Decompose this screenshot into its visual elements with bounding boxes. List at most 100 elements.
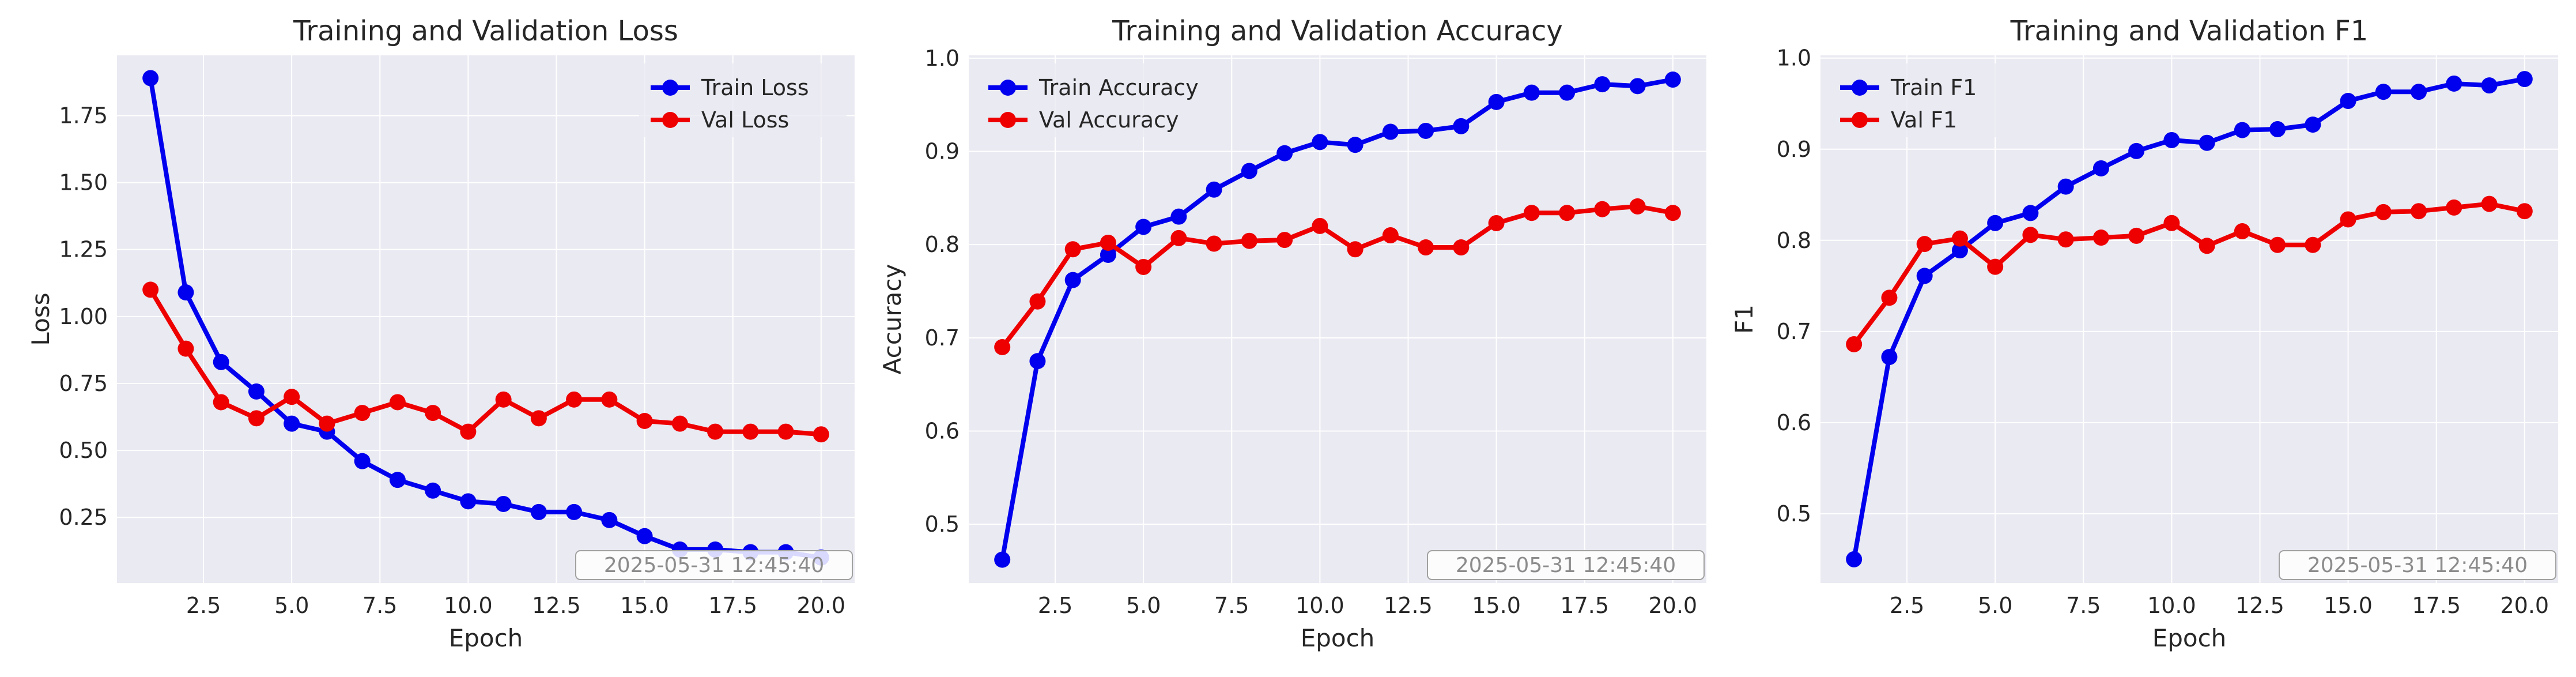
data-point-val: [994, 338, 1011, 355]
data-point-train: [2446, 75, 2462, 92]
y-axis-label: F1: [1730, 304, 1758, 334]
data-point-train: [2516, 71, 2533, 88]
data-point-val: [1100, 234, 1116, 251]
data-point-val: [1987, 258, 2004, 275]
data-point-val: [142, 281, 159, 298]
data-point-train: [1100, 246, 1116, 263]
chart-title: Training and Validation Accuracy: [1112, 15, 1563, 47]
legend-box: [1829, 63, 2036, 137]
data-point-train: [1629, 78, 1646, 95]
data-point-train: [495, 495, 512, 512]
x-tick-label: 5.0: [1978, 593, 2012, 618]
y-tick-label: 1.25: [59, 237, 108, 262]
data-point-train: [566, 503, 583, 520]
y-tick-label: 0.8: [925, 232, 960, 257]
data-point-train: [994, 551, 1011, 568]
data-point-train: [2163, 131, 2180, 148]
data-point-train: [1135, 219, 1152, 235]
legend-swatch-marker: [1000, 112, 1016, 128]
data-point-train: [2128, 142, 2145, 159]
plot-area: [117, 55, 855, 583]
chart-panel-1: 2.5 5.0 7.5 10.0 12.5 15.0 17.5 20.0 0.25 0.50 0.7…: [27, 15, 855, 652]
legend-box: [977, 63, 1184, 137]
data-point-train: [2234, 122, 2250, 138]
legend-swatch-marker: [1852, 80, 1868, 96]
y-tick-label: 1.75: [59, 103, 108, 129]
data-point-val: [1170, 230, 1187, 246]
data-point-val: [1347, 241, 1363, 258]
data-point-train: [2305, 116, 2321, 133]
x-tick-label: 17.5: [2412, 593, 2461, 618]
y-tick-label: 0.9: [1777, 137, 1811, 162]
data-point-train: [1170, 208, 1187, 225]
y-tick-label: 0.75: [59, 371, 108, 396]
data-point-train: [1846, 551, 1863, 567]
x-axis-label: Epoch: [2152, 624, 2227, 652]
data-point-train: [1206, 181, 1222, 198]
data-point-train: [2340, 93, 2356, 110]
legend-swatch-marker: [662, 112, 678, 128]
x-axis-label: Epoch: [449, 624, 523, 652]
legend-label: Val F1: [1891, 107, 1957, 133]
legend-label: Val Accuracy: [1039, 107, 1179, 133]
data-point-val: [2305, 236, 2321, 253]
data-point-val: [2128, 227, 2145, 244]
data-point-train: [1241, 163, 1257, 179]
data-point-val: [319, 415, 335, 432]
x-tick-label: 17.5: [708, 593, 757, 618]
data-point-val: [777, 423, 794, 440]
data-point-train: [636, 528, 653, 544]
y-tick-label: 0.5: [925, 511, 960, 537]
data-point-val: [1312, 217, 1328, 234]
data-point-val: [1594, 201, 1611, 217]
data-point-train: [2411, 84, 2427, 100]
data-point-train: [1382, 123, 1399, 140]
y-tick-label: 0.7: [925, 325, 960, 351]
chart-panel-2: 2.5 5.0 7.5 10.0 12.5 15.0 17.5 20.0 0.5 0.6 0.7 0.…: [878, 15, 1706, 652]
data-point-train: [389, 472, 406, 488]
data-point-train: [1559, 84, 1576, 101]
data-point-train: [1453, 118, 1470, 134]
data-point-val: [1664, 205, 1681, 221]
x-tick-label: 5.0: [274, 593, 309, 618]
data-point-train: [1916, 268, 1933, 284]
data-point-train: [2057, 178, 2074, 195]
y-tick-label: 1.50: [59, 170, 108, 195]
data-point-train: [460, 493, 477, 510]
data-point-train: [1276, 145, 1293, 161]
data-point-val: [671, 415, 688, 432]
data-point-val: [1276, 232, 1293, 249]
data-point-train: [1523, 84, 1540, 101]
data-point-train: [248, 383, 265, 400]
timestamp-box: [575, 550, 853, 580]
y-tick-label: 0.9: [925, 139, 960, 164]
data-point-train: [1987, 215, 2004, 231]
data-point-val: [354, 405, 371, 422]
x-tick-label: 12.5: [532, 593, 581, 618]
x-tick-label: 2.5: [1038, 593, 1072, 618]
x-axis-label: Epoch: [1301, 624, 1375, 652]
data-point-train: [177, 284, 194, 301]
data-point-val: [1488, 215, 1505, 231]
y-axis-label: Loss: [27, 292, 55, 345]
legend-label: Train Accuracy: [1038, 75, 1199, 100]
data-point-train: [2022, 205, 2039, 221]
y-tick-label: 0.25: [59, 505, 108, 530]
data-point-val: [707, 423, 724, 440]
x-tick-label: 7.5: [2066, 593, 2101, 618]
y-tick-label: 0.6: [925, 418, 960, 443]
x-tick-label: 2.5: [1890, 593, 1924, 618]
x-tick-label: 20.0: [797, 593, 846, 618]
data-point-val: [1951, 230, 1968, 247]
data-point-train: [1488, 93, 1505, 110]
legend: Train Accuracy Val Accuracy: [977, 63, 1199, 137]
timestamp-label: 2025-05-31 12:45:40: [1456, 554, 1676, 577]
y-axis-label: Accuracy: [878, 264, 906, 375]
data-point-val: [601, 391, 618, 408]
x-tick-label: 7.5: [1214, 593, 1249, 618]
data-point-val: [1241, 232, 1257, 249]
x-tick-label: 17.5: [1560, 593, 1609, 618]
data-point-val: [425, 405, 441, 422]
data-point-val: [389, 394, 406, 411]
data-point-val: [742, 423, 759, 440]
